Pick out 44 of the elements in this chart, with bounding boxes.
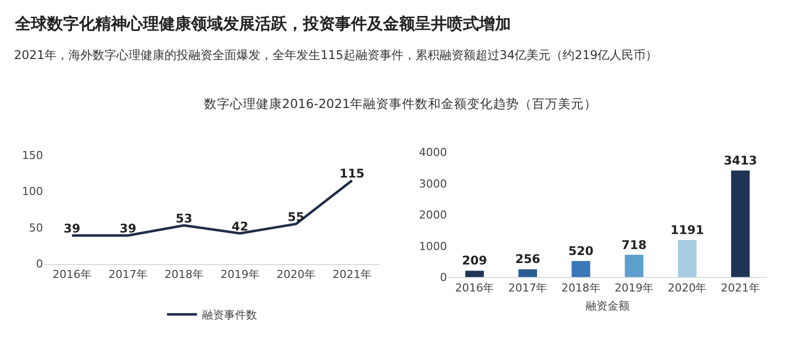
x-tick-label: 2016年	[455, 281, 494, 294]
y-tick-label: 0	[36, 258, 43, 271]
data-label: 209	[462, 254, 488, 268]
chart-subtitle: 2021年，海外数字心理健康的投融资全面爆发，全年发生115起融资事件，累积融资额超过34亿美元（约219亿人民币）	[14, 48, 658, 62]
x-tick-label: 2017年	[508, 281, 548, 294]
bar	[678, 240, 697, 278]
y-tick-label: 3000	[419, 177, 447, 190]
data-label: 39	[64, 222, 80, 236]
data-label: 3413	[724, 154, 758, 168]
x-tick-label: 2019年	[220, 268, 260, 281]
text: 数字心理健康2016-2021年融资事件数和金额变化趋势（百万美元）	[204, 96, 598, 111]
y-tick-label: 100	[22, 185, 43, 198]
data-label: 718	[622, 238, 647, 252]
data-label: 1191	[670, 223, 704, 238]
y-tick-label: 4000	[419, 146, 447, 160]
x-tick-label: 2021年	[332, 268, 372, 281]
x-tick-label: 2016年	[52, 268, 92, 281]
y-tick-label: 1000	[419, 240, 447, 253]
x-axis-title: 融资金额	[586, 300, 630, 313]
x-tick-label: 2021年	[720, 281, 760, 294]
y-tick-label: 150	[22, 148, 43, 162]
data-label: 42	[232, 219, 248, 234]
data-label: 53	[176, 211, 192, 226]
y-tick-label: 0	[440, 271, 447, 284]
bar	[518, 269, 538, 278]
legend-label: 融资事件数	[202, 308, 257, 322]
bar	[465, 270, 484, 278]
x-tick-label: 2018年	[561, 281, 600, 294]
bar	[624, 254, 644, 278]
x-tick-label: 2018年	[164, 268, 204, 281]
data-label: 256	[515, 252, 540, 266]
y-tick-label: 50	[29, 221, 43, 234]
y-tick-label: 2000	[419, 208, 447, 222]
data-label: 55	[288, 210, 304, 224]
bar	[731, 170, 750, 278]
x-tick-label: 2020年	[276, 268, 316, 281]
x-tick-label: 2019年	[614, 281, 654, 294]
x-tick-label: 2020年	[668, 281, 707, 294]
data-label: 520	[568, 244, 594, 258]
data-label: 115	[339, 166, 365, 180]
data-label: 39	[120, 222, 136, 236]
chart-title: 全球数字化精神心理健康领域发展活跃，投资事件及金额呈井喷式增加	[14, 14, 511, 33]
x-tick-label: 2017年	[108, 268, 148, 281]
bar	[572, 260, 590, 278]
